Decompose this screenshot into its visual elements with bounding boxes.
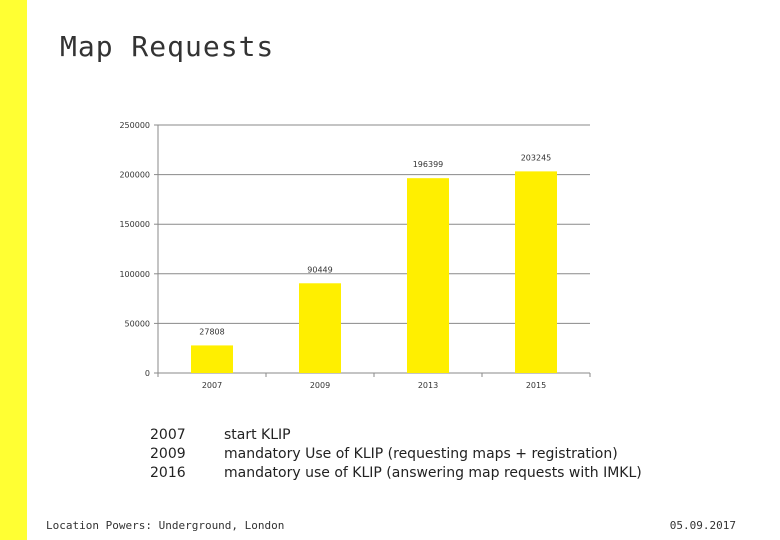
slide-title: Map Requests [60,30,275,63]
timeline-notes: 2007 start KLIP 2009 mandatory Use of KL… [150,426,642,483]
bar [191,345,233,373]
bar [407,178,449,373]
data-label: 196399 [413,160,444,169]
x-tick-label: 2009 [310,381,330,390]
x-tick-label: 2007 [202,381,222,390]
note-row: 2016 mandatory use of KLIP (answering ma… [150,464,642,483]
data-label: 27808 [199,327,224,336]
footer-event: Location Powers: Underground, London [46,519,285,532]
bar [515,171,557,373]
accent-bar [0,0,27,540]
note-year: 2007 [150,427,186,443]
y-tick-label: 200000 [119,171,150,180]
footer-date: 05.09.2017 [669,519,736,532]
note-text: start KLIP [224,427,291,443]
data-label: 90449 [307,265,332,274]
note-year: 2016 [150,465,186,481]
note-year: 2009 [150,446,186,462]
y-tick-label: 100000 [119,270,150,279]
y-tick-label: 0 [145,369,150,378]
note-row: 2009 mandatory Use of KLIP (requesting m… [150,445,642,464]
note-text: mandatory Use of KLIP (requesting maps +… [224,446,618,462]
note-row: 2007 start KLIP [150,426,642,445]
y-tick-label: 150000 [119,220,150,229]
x-tick-label: 2015 [526,381,546,390]
data-label: 203245 [521,153,552,162]
bar [299,283,341,373]
y-tick-label: 50000 [125,319,150,328]
x-tick-label: 2013 [418,381,438,390]
note-text: mandatory use of KLIP (answering map req… [224,465,642,481]
y-tick-label: 250000 [119,121,150,130]
